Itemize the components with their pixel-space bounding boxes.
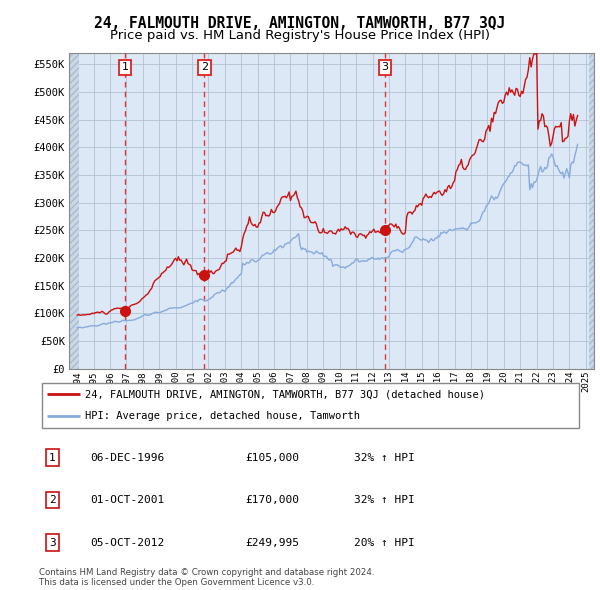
Text: 3: 3 — [382, 63, 388, 73]
Text: £170,000: £170,000 — [245, 495, 299, 505]
Text: 01-OCT-2001: 01-OCT-2001 — [91, 495, 165, 505]
Text: 3: 3 — [49, 537, 56, 548]
Text: 06-DEC-1996: 06-DEC-1996 — [91, 453, 165, 463]
Text: 32% ↑ HPI: 32% ↑ HPI — [354, 453, 415, 463]
FancyBboxPatch shape — [42, 383, 579, 428]
Text: 24, FALMOUTH DRIVE, AMINGTON, TAMWORTH, B77 3QJ: 24, FALMOUTH DRIVE, AMINGTON, TAMWORTH, … — [94, 16, 506, 31]
Text: Price paid vs. HM Land Registry's House Price Index (HPI): Price paid vs. HM Land Registry's House … — [110, 29, 490, 42]
Text: 1: 1 — [49, 453, 56, 463]
Bar — [69, 53, 79, 369]
Text: Contains HM Land Registry data © Crown copyright and database right 2024.
This d: Contains HM Land Registry data © Crown c… — [39, 568, 374, 587]
Text: 05-OCT-2012: 05-OCT-2012 — [91, 537, 165, 548]
Text: £105,000: £105,000 — [245, 453, 299, 463]
Text: 20% ↑ HPI: 20% ↑ HPI — [354, 537, 415, 548]
Text: 24, FALMOUTH DRIVE, AMINGTON, TAMWORTH, B77 3QJ (detached house): 24, FALMOUTH DRIVE, AMINGTON, TAMWORTH, … — [85, 389, 485, 399]
Text: 1: 1 — [122, 63, 128, 73]
Text: HPI: Average price, detached house, Tamworth: HPI: Average price, detached house, Tamw… — [85, 411, 360, 421]
Text: £249,995: £249,995 — [245, 537, 299, 548]
Text: 2: 2 — [49, 495, 56, 505]
Bar — [589, 53, 596, 369]
Text: 2: 2 — [201, 63, 208, 73]
Text: 32% ↑ HPI: 32% ↑ HPI — [354, 495, 415, 505]
